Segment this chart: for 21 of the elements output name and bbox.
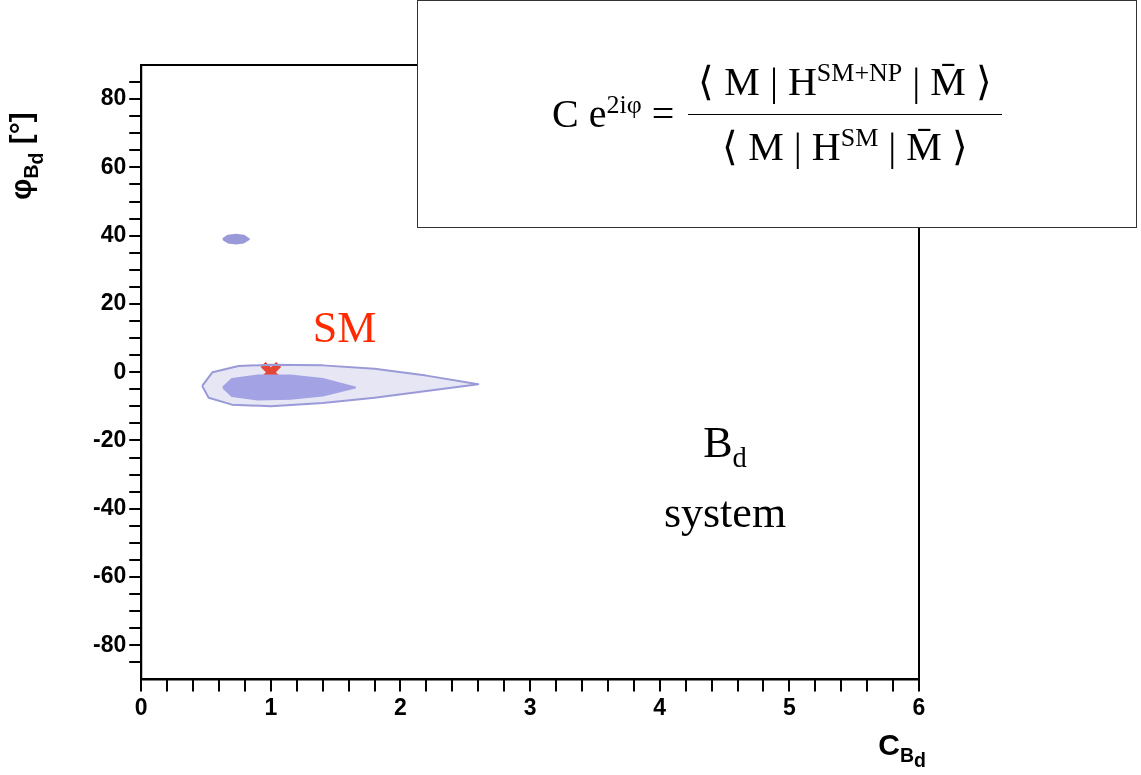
y-tick-label: 40: [100, 221, 127, 248]
y-tick-label: -80: [92, 630, 127, 657]
x-tick-label: 6: [912, 693, 926, 720]
y-tick-label: -40: [92, 494, 127, 521]
annotation: C e$^{2iφ}$ =: [552, 90, 675, 138]
y-tick-label: 20: [100, 289, 127, 316]
y-tick-label: -20: [92, 425, 127, 452]
x-tick-label: 2: [394, 693, 407, 720]
y-tick-label: 60: [100, 152, 127, 179]
x-tick-label: 1: [264, 693, 278, 720]
annotation: B$_{d}$ system: [662, 417, 788, 539]
y-tick-label: -60: [92, 562, 127, 589]
y-tick-label: 80: [100, 84, 127, 111]
x-tick-label: 5: [782, 693, 796, 720]
series-label: SM: [312, 302, 377, 352]
annotation: ⟨ M | H$^{SM+NP}$ | M̄ ⟩: [688, 58, 1002, 115]
x-tick-label: 0: [134, 693, 148, 720]
x-tick-label: 4: [653, 693, 667, 720]
x-tick-label: 3: [523, 693, 537, 720]
annotation: ⟨ M | H$^{SM}$ | M̄ ⟩: [721, 121, 969, 170]
y-tick-label: 0: [113, 357, 127, 384]
